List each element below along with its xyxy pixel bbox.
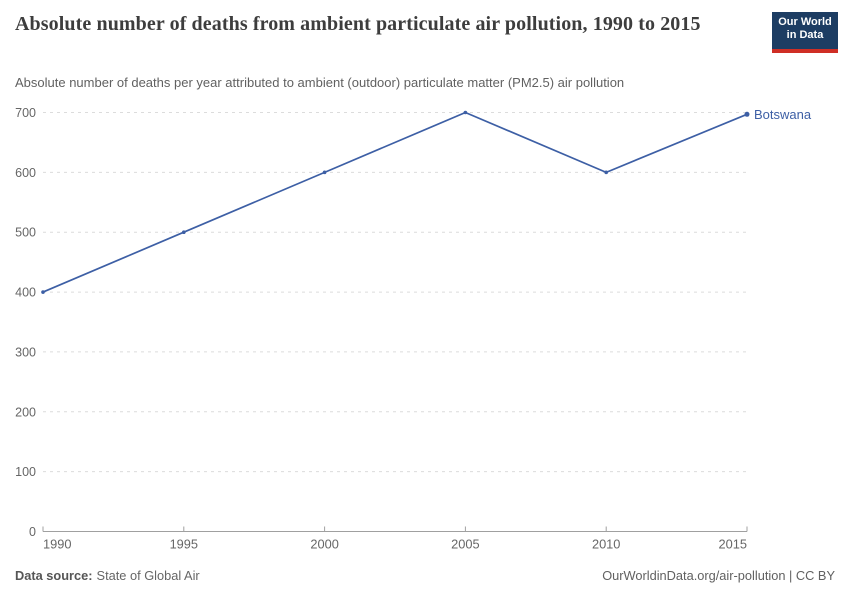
x-tick-label: 1990 <box>43 537 71 552</box>
data-line[interactable] <box>42 111 748 293</box>
series-label[interactable]: Botswana <box>754 107 812 122</box>
data-source-value: State of Global Air <box>96 568 200 583</box>
y-tick-label: 600 <box>15 166 36 180</box>
chart-footer: Data source: State of Global Air OurWorld… <box>15 568 835 583</box>
page-title: Absolute number of deaths from ambient p… <box>15 13 701 35</box>
data-point[interactable] <box>463 110 468 115</box>
y-tick-label: 400 <box>15 286 36 300</box>
y-tick-label: 300 <box>15 345 36 359</box>
y-tick-label: 500 <box>15 226 36 240</box>
data-source-label: Data source: <box>15 568 93 583</box>
data-source: Data source: State of Global Air <box>15 568 200 583</box>
credit-link[interactable]: OurWorldinData.org/air-pollution | CC BY <box>602 568 835 583</box>
data-point[interactable] <box>744 111 750 117</box>
x-tick-label: 2005 <box>451 537 479 552</box>
owid-logo[interactable]: Our World in Data <box>772 12 838 53</box>
y-tick-label: 0 <box>29 525 36 539</box>
data-point[interactable] <box>604 170 608 175</box>
chart-subtitle: Absolute number of deaths per year attri… <box>15 75 625 90</box>
x-tick-label: 2010 <box>592 537 620 552</box>
y-tick-label: 100 <box>15 465 36 479</box>
owid-logo-line1: Our World <box>778 16 832 28</box>
y-tick-label: 200 <box>15 405 36 419</box>
x-tick-label: 1995 <box>170 537 198 552</box>
x-tick-label: 2000 <box>310 537 338 552</box>
owid-logo-line2: in Data <box>786 29 824 41</box>
data-point[interactable] <box>182 230 186 235</box>
data-point[interactable] <box>322 170 327 175</box>
data-point[interactable] <box>41 290 45 294</box>
y-tick-label: 700 <box>15 106 36 120</box>
x-tick-label: 2015 <box>719 537 747 552</box>
